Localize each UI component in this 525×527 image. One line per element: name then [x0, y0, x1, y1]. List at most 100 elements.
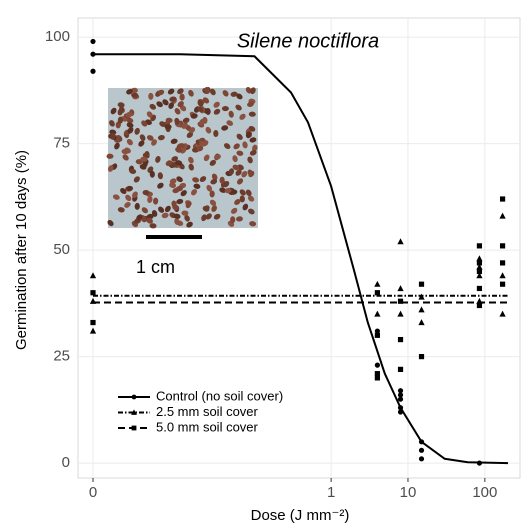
seed	[109, 120, 115, 127]
seed	[236, 178, 244, 185]
y-tick-label: 100	[45, 28, 70, 45]
seed	[221, 105, 229, 112]
data-point	[397, 366, 404, 372]
seed	[110, 107, 117, 115]
seed	[142, 160, 148, 168]
data-point	[476, 243, 483, 249]
seed	[125, 194, 132, 202]
seed	[202, 206, 210, 212]
seed	[175, 147, 182, 153]
data-point	[397, 396, 404, 402]
data-point	[418, 439, 425, 445]
seed	[140, 156, 148, 162]
seed	[249, 150, 257, 156]
seed	[110, 132, 116, 140]
data-point	[418, 293, 425, 300]
seed	[226, 120, 234, 126]
data-point	[90, 51, 96, 57]
data-point	[499, 310, 506, 317]
data-point	[397, 310, 404, 317]
seed	[180, 190, 187, 197]
seed	[177, 101, 184, 108]
data-point	[499, 272, 506, 279]
data-point	[499, 196, 506, 202]
seed	[242, 203, 249, 211]
seed	[247, 156, 253, 164]
seed	[141, 207, 148, 214]
data-point	[90, 290, 96, 296]
seed	[186, 221, 193, 228]
seed	[169, 182, 177, 188]
data-point	[476, 460, 483, 466]
seed	[157, 182, 164, 189]
data-point	[476, 268, 483, 275]
seed	[242, 141, 248, 149]
legend-marker	[131, 409, 137, 415]
seed	[126, 117, 134, 124]
seed	[185, 201, 192, 209]
seed	[107, 165, 114, 172]
data-point	[374, 362, 380, 368]
data-point	[397, 405, 404, 411]
seed	[122, 154, 129, 161]
seed	[142, 190, 150, 196]
seed	[209, 199, 217, 206]
data-point	[374, 290, 380, 296]
fit-line	[93, 53, 509, 465]
seed	[209, 190, 215, 198]
seed	[205, 213, 212, 220]
seed	[126, 88, 133, 95]
seed	[126, 185, 134, 192]
data-point	[374, 332, 380, 338]
data-point	[397, 336, 404, 343]
seed	[230, 91, 238, 97]
seed	[181, 122, 188, 129]
seed	[203, 154, 210, 162]
seed	[107, 219, 114, 227]
seed	[121, 149, 129, 155]
seed	[239, 195, 245, 203]
data-point	[397, 285, 404, 292]
seed	[192, 177, 200, 183]
seed	[175, 186, 183, 192]
seed	[222, 90, 229, 97]
legend-label: Control (no soil cover)	[156, 388, 283, 403]
seed	[191, 189, 198, 196]
y-tick-label: 50	[53, 241, 70, 258]
seed	[127, 127, 134, 134]
seed	[131, 92, 139, 98]
seed	[129, 168, 137, 174]
seed	[181, 210, 189, 216]
seed	[117, 108, 123, 116]
seed	[219, 176, 225, 184]
seed	[167, 88, 175, 95]
seed	[109, 129, 117, 135]
data-point	[499, 260, 506, 266]
seed	[133, 176, 140, 183]
legend-marker	[131, 394, 137, 400]
seed	[157, 134, 165, 141]
seed	[239, 113, 246, 120]
seed	[188, 163, 194, 171]
seed	[201, 214, 207, 222]
seed	[149, 170, 155, 178]
x-tick-label: 10	[400, 484, 417, 501]
data-point	[374, 310, 381, 317]
seed	[171, 156, 179, 162]
seed	[236, 93, 243, 100]
seed	[138, 140, 145, 147]
seed	[120, 188, 127, 194]
seed	[231, 207, 238, 214]
seed	[117, 207, 125, 213]
seed	[141, 120, 148, 127]
data-point	[374, 371, 380, 377]
seed	[174, 117, 180, 125]
seed	[156, 101, 163, 108]
seed	[184, 214, 190, 222]
y-axis-title: Germination after 10 days (%)	[13, 150, 30, 350]
data-point	[418, 319, 425, 326]
seed	[214, 154, 221, 160]
legend-label: 5.0 mm soil cover	[156, 419, 259, 434]
seed	[248, 208, 255, 215]
seed	[188, 156, 194, 164]
